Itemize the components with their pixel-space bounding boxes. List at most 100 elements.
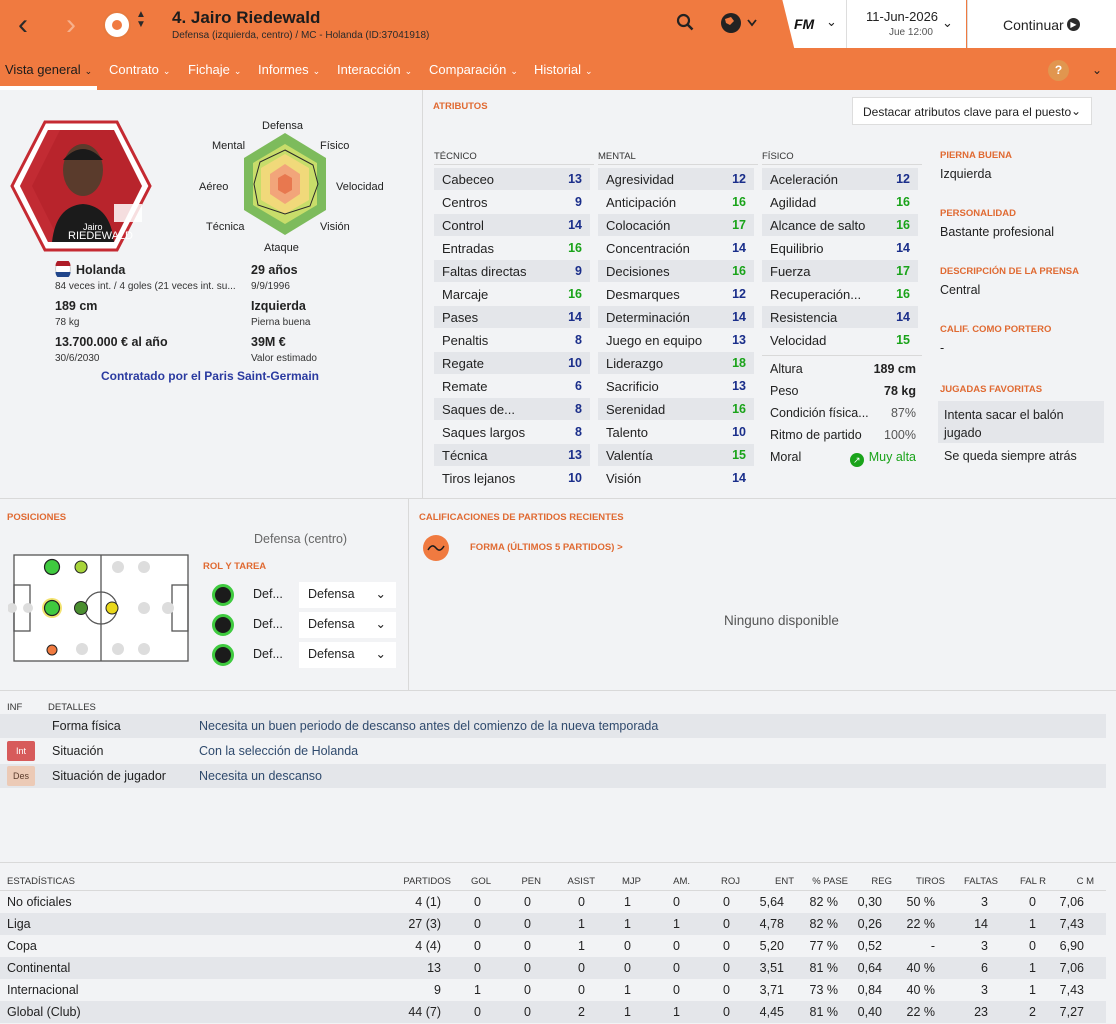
mental-attribute-row[interactable]: Desmarques 12: [598, 283, 754, 305]
stats-row[interactable]: Copa 4 (4) 0 0 1 0 0 0 5,20 77 % 0,52 - 3 0 6,90: [0, 935, 1106, 957]
fisico-attribute-row[interactable]: Agilidad 16: [762, 191, 918, 213]
tecnico-attribute-row[interactable]: Marcaje 16: [434, 283, 590, 305]
attribute-name: Pases: [442, 310, 479, 325]
contracted-by-link[interactable]: Contratado por el Paris Saint-Germain: [100, 369, 320, 383]
stats-row[interactable]: Global (Club) 44 (7) 0 0 2 1 1 0 4,45 81 % 0,40 22 …: [0, 1001, 1106, 1023]
nationality[interactable]: Holanda: [76, 263, 126, 277]
stats-column-header[interactable]: ASIST: [567, 876, 595, 887]
stats-column-header[interactable]: ENT: [775, 876, 794, 887]
stats-row[interactable]: Liga 27 (3) 0 0 1 1 1 0 4,78 82 % 0,26 22 % 14 1 7,43: [0, 913, 1106, 935]
fisico-attribute-row[interactable]: Aceleración 12: [762, 168, 918, 190]
details-row[interactable]: Forma física Necesita un buen periodo de …: [0, 714, 1106, 738]
fisico-attribute-row[interactable]: Resistencia 14: [762, 306, 918, 328]
tecnico-attribute-row[interactable]: Penaltis 8: [434, 329, 590, 351]
stats-column-header[interactable]: C M: [1076, 876, 1094, 887]
stats-column-header[interactable]: FAL R: [1019, 876, 1046, 887]
forward-arrow-icon[interactable]: ›: [66, 8, 76, 41]
stats-column-header[interactable]: REG: [871, 876, 892, 887]
mental-attribute-row[interactable]: Anticipación 16: [598, 191, 754, 213]
role-name[interactable]: Def...: [253, 587, 283, 601]
tecnico-attribute-row[interactable]: Saques de... 8: [434, 398, 590, 420]
stats-row[interactable]: Internacional 9 1 0 0 1 0 0 3,71 73 % 0,84 40 % 3 1 7,…: [0, 979, 1106, 1001]
tecnico-attribute-row[interactable]: Cabeceo 13: [434, 168, 590, 190]
tecnico-attribute-row[interactable]: Control 14: [434, 214, 590, 236]
continue-button[interactable]: [967, 0, 1116, 48]
tecnico-attribute-row[interactable]: Saques largos 8: [434, 421, 590, 443]
fisico-attribute-row[interactable]: Velocidad 15: [762, 329, 918, 351]
mental-attribute-row[interactable]: Colocación 17: [598, 214, 754, 236]
back-arrow-icon[interactable]: ‹: [18, 8, 28, 41]
mental-attribute-row[interactable]: Concentración 14: [598, 237, 754, 259]
details-row[interactable]: Des Situación de jugador Necesita un desca…: [0, 764, 1106, 788]
stats-column-header[interactable]: PEN: [521, 876, 541, 887]
form-last-5-link[interactable]: FORMA (ÚLTIMOS 5 PARTIDOS) >: [470, 542, 623, 553]
mental-attribute-row[interactable]: Determinación 14: [598, 306, 754, 328]
date-box[interactable]: [846, 0, 966, 48]
mental-attribute-row[interactable]: Agresividad 12: [598, 168, 754, 190]
duty-dropdown[interactable]: Defensa ⌄: [299, 612, 396, 638]
stats-column-header[interactable]: GOL: [470, 876, 491, 887]
club-badge-icon[interactable]: [103, 11, 131, 39]
fm-logo[interactable]: FM: [794, 16, 815, 32]
chevron-down-icon[interactable]: ⌄: [826, 14, 837, 29]
tecnico-attribute-row[interactable]: Pases 14: [434, 306, 590, 328]
mental-attribute-row[interactable]: Serenidad 16: [598, 398, 754, 420]
tab-interaccion[interactable]: Interacción ⌄: [337, 62, 413, 77]
stats-value: 5,20: [759, 939, 784, 953]
stats-column-header[interactable]: AM.: [673, 876, 690, 887]
favourite-move-item[interactable]: Se queda siempre atrás: [944, 449, 1077, 463]
favourite-move-item[interactable]: Intenta sacar el balón jugado: [938, 401, 1104, 443]
chevron-down-icon[interactable]: ⌄: [942, 15, 953, 30]
mental-attribute-row[interactable]: Decisiones 16: [598, 260, 754, 282]
highlight-attributes-dropdown[interactable]: Destacar atributos clave para el puesto ⌄: [852, 97, 1092, 125]
play-icon[interactable]: ▶: [1067, 18, 1080, 31]
role-suitability-icon: [212, 614, 234, 636]
stats-column-header[interactable]: TIROS: [915, 876, 945, 887]
tecnico-attribute-row[interactable]: Regate 10: [434, 352, 590, 374]
help-icon[interactable]: ?: [1048, 60, 1069, 81]
tab-vista-general[interactable]: Vista general ⌄: [5, 62, 93, 77]
stats-column-header[interactable]: % PASE: [812, 876, 848, 887]
mental-attribute-row[interactable]: Valentía 15: [598, 444, 754, 466]
tecnico-attribute-row[interactable]: Técnica 13: [434, 444, 590, 466]
stats-column-header[interactable]: ROJ: [721, 876, 740, 887]
mental-attribute-row[interactable]: Juego en equipo 13: [598, 329, 754, 351]
globe-icon[interactable]: [720, 12, 758, 34]
fisico-attribute-row[interactable]: Alcance de salto 16: [762, 214, 918, 236]
fm-menu[interactable]: [782, 0, 846, 48]
tab-historial[interactable]: Historial ⌄: [534, 62, 593, 77]
fisico-attribute-row[interactable]: Recuperación... 16: [762, 283, 918, 305]
role-name[interactable]: Def...: [253, 647, 283, 661]
stats-column-header[interactable]: MJP: [622, 876, 641, 887]
tecnico-attribute-row[interactable]: Tiros lejanos 10: [434, 467, 590, 489]
stats-row[interactable]: No oficiales 4 (1) 0 0 0 1 0 0 5,64 82 % 0,30 50 % 3…: [0, 891, 1106, 913]
search-icon[interactable]: [676, 13, 694, 31]
mental-attribute-row[interactable]: Talento 10: [598, 421, 754, 443]
tab-fichaje[interactable]: Fichaje ⌄: [188, 62, 242, 77]
tecnico-attribute-row[interactable]: Faltas directas 9: [434, 260, 590, 282]
mental-attribute-row[interactable]: Sacrificio 13: [598, 375, 754, 397]
mental-attribute-row[interactable]: Liderazgo 18: [598, 352, 754, 374]
up-down-icon[interactable]: ▲ ▼: [136, 9, 146, 30]
attribute-value: 16: [732, 402, 746, 416]
fisico-attribute-row[interactable]: Equilibrio 14: [762, 237, 918, 259]
mental-attribute-row[interactable]: Visión 14: [598, 467, 754, 489]
duty-dropdown[interactable]: Defensa ⌄: [299, 582, 396, 608]
role-name[interactable]: Def...: [253, 617, 283, 631]
stats-value: 2: [1029, 1005, 1036, 1019]
details-row[interactable]: Int Situación Con la selección de Holanda: [0, 739, 1106, 763]
fisico-attribute-row[interactable]: Fuerza 17: [762, 260, 918, 282]
tab-informes[interactable]: Informes ⌄: [258, 62, 321, 77]
tab-comparacion[interactable]: Comparación ⌄: [429, 62, 518, 77]
stats-value: 0,30: [857, 895, 882, 909]
tecnico-attribute-row[interactable]: Centros 9: [434, 191, 590, 213]
chevron-down-icon[interactable]: ⌄: [1092, 63, 1103, 77]
tecnico-attribute-row[interactable]: Entradas 16: [434, 237, 590, 259]
tecnico-attribute-row[interactable]: Remate 6: [434, 375, 590, 397]
continue-label[interactable]: Continuar: [1003, 17, 1064, 33]
duty-dropdown[interactable]: Defensa ⌄: [299, 642, 396, 668]
stats-row[interactable]: Continental 13 0 0 0 0 0 0 3,51 81 % 0,64 40 % 6 1 7,0…: [0, 957, 1106, 979]
stats-column-header[interactable]: FALTAS: [964, 876, 998, 887]
stats-column-header[interactable]: PARTIDOS: [403, 876, 451, 887]
tab-contrato[interactable]: Contrato ⌄: [109, 62, 171, 77]
